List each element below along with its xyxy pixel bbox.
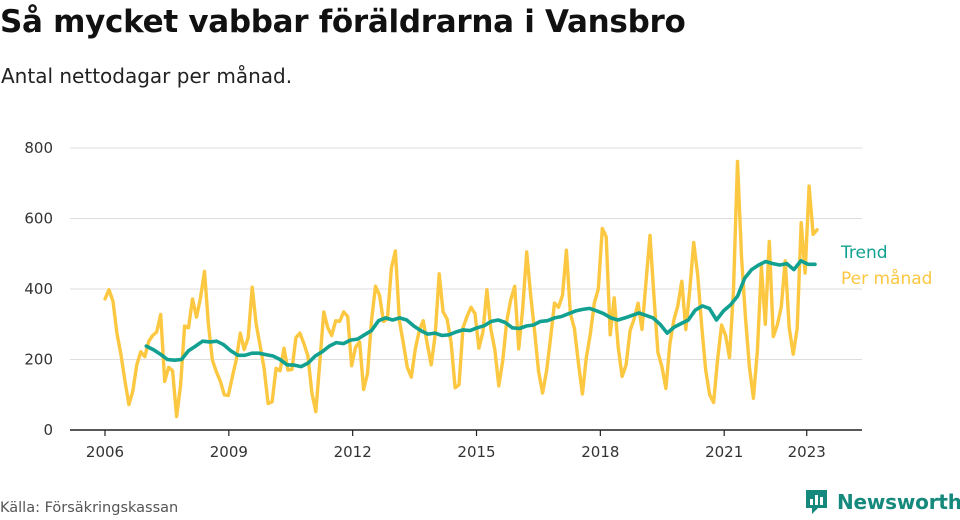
y-axis-ticks: 0 200 400 600 800: [24, 139, 53, 439]
series-lines: [103, 159, 819, 419]
y-tick-label: 600: [24, 210, 53, 228]
x-tick-label: 2023: [788, 443, 826, 461]
y-tick-label: 800: [24, 139, 53, 157]
newsworthy-logo-icon: [806, 490, 827, 514]
monthly-line: [103, 159, 819, 419]
brand-logo[interactable]: Newsworthy: [804, 488, 960, 516]
chart-title: Så mycket vabbar föräldrarna i Vansbro: [0, 4, 686, 40]
y-tick-label: 0: [43, 421, 53, 439]
trend-line: [144, 259, 817, 369]
x-tick-label: 2012: [334, 443, 372, 461]
chart-subtitle: Antal nettodagar per månad.: [1, 64, 293, 88]
legend-item-trend: Trend: [840, 243, 888, 263]
x-tick-label: 2015: [457, 443, 495, 461]
x-tick-label: 2006: [86, 443, 124, 461]
grid-lines: [70, 147, 862, 431]
y-tick-label: 400: [24, 280, 53, 298]
x-tick-label: 2018: [581, 443, 619, 461]
x-tick-label: 2021: [705, 443, 743, 461]
legend-item-per-manad: Per månad: [841, 268, 932, 289]
y-tick-label: 200: [24, 351, 53, 369]
brand-name: Newsworthy: [837, 490, 960, 514]
x-axis-ticks: 2006 2009 2012 2015 2018 2021 2023: [86, 430, 826, 461]
legend: Trend Per månad: [840, 243, 932, 289]
x-tick-label: 2009: [210, 443, 248, 461]
source-note: Källa: Försäkringskassan: [0, 500, 179, 516]
